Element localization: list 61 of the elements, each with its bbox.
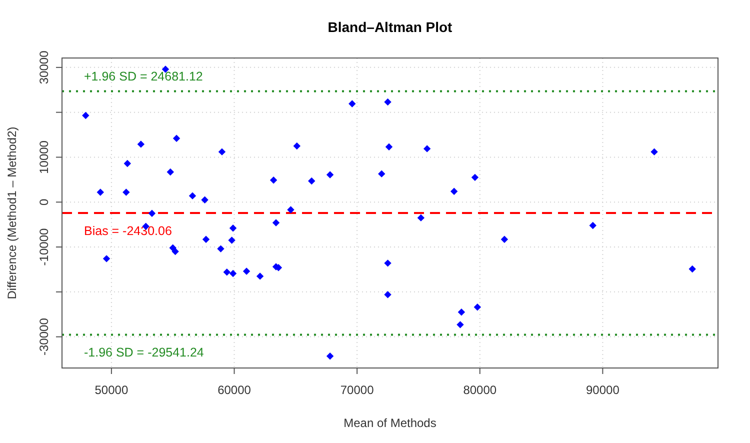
ref-line-label: +1.96 SD = 24681.12: [84, 69, 203, 84]
point: [228, 236, 236, 244]
point: [223, 268, 230, 276]
point: [172, 134, 180, 142]
point: [423, 145, 431, 152]
ref-line-label: -1.96 SD = -29541.24: [84, 346, 204, 360]
chart-title: Bland–Altman Plot: [328, 19, 453, 35]
point: [688, 265, 696, 273]
point: [229, 270, 237, 278]
point: [384, 98, 392, 106]
point: [450, 188, 458, 195]
point: [326, 171, 334, 178]
x-axis-title: Mean of Methods: [344, 416, 436, 430]
point: [272, 219, 280, 226]
point: [242, 268, 250, 275]
point: [378, 170, 386, 178]
point: [102, 255, 110, 262]
y-tick-label: -30000: [37, 318, 51, 356]
point: [201, 196, 208, 204]
point: [456, 321, 464, 328]
point: [474, 304, 482, 311]
point: [256, 272, 264, 280]
point: [188, 192, 196, 200]
x-tick-label: 70000: [340, 383, 374, 397]
x-tick-label: 50000: [94, 383, 128, 397]
point: [96, 188, 104, 196]
point: [124, 160, 132, 168]
point: [458, 308, 466, 316]
point: [148, 210, 156, 217]
point: [500, 236, 508, 243]
point: [82, 112, 90, 120]
point: [293, 142, 300, 150]
point: [384, 260, 392, 267]
point: [229, 224, 237, 232]
point: [287, 206, 294, 214]
point: [202, 236, 210, 243]
point: [589, 222, 596, 230]
point: [348, 100, 356, 108]
ref-line-label: Bias = -2430.06: [84, 224, 172, 238]
x-tick-label: 60000: [218, 383, 252, 397]
x-tick-label: 80000: [463, 383, 497, 397]
point: [417, 214, 425, 222]
point: [172, 248, 179, 256]
point: [326, 352, 334, 360]
point: [137, 140, 145, 148]
x-tick-label: 90000: [586, 383, 620, 397]
y-axis-title: Difference (Method1 – Method2): [5, 126, 19, 300]
point: [218, 148, 226, 156]
y-tick-label: 30000: [37, 50, 51, 84]
y-tick-label: 10000: [37, 140, 51, 174]
point: [270, 176, 278, 184]
point: [650, 148, 658, 156]
point: [308, 177, 316, 185]
point: [122, 188, 130, 196]
y-tick-label: 0: [37, 198, 51, 206]
y-tick-label: -10000: [37, 228, 51, 266]
point: [166, 168, 174, 176]
point: [217, 245, 224, 252]
point: [384, 290, 392, 298]
point: [471, 174, 479, 182]
point: [385, 143, 393, 150]
